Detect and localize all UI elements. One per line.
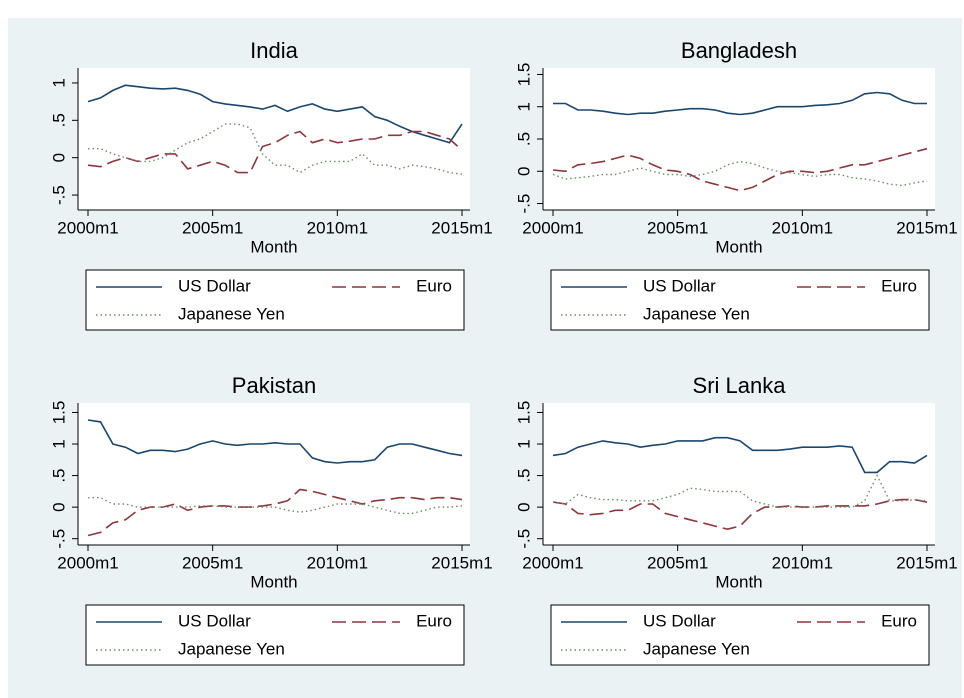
y-tick-label: 1.5: [514, 63, 533, 87]
y-tick-label: -.5: [49, 185, 68, 205]
x-tick-label: 2010m1: [307, 218, 368, 237]
x-tick-label: 2015m1: [896, 218, 957, 237]
y-tick-label: 0: [514, 167, 533, 176]
y-tick-label: -.5: [514, 529, 533, 549]
x-tick-label: 2005m1: [647, 218, 708, 237]
legend-label: Euro: [416, 276, 452, 295]
x-axis-title: Month: [250, 237, 297, 256]
y-tick-label: 0: [49, 502, 68, 511]
series-line: [552, 160, 928, 187]
plot-region: [78, 68, 470, 210]
x-tick-label: 2005m1: [182, 218, 243, 237]
x-axis-title: Month: [250, 572, 297, 591]
x-tick-label: 2010m1: [772, 218, 833, 237]
legend-label: Japanese Yen: [643, 304, 750, 323]
series-line: [88, 497, 463, 515]
legend-label: US Dollar: [643, 611, 716, 630]
legend-box: [550, 269, 930, 331]
x-tick-label: 2005m1: [182, 553, 243, 572]
x-tick-label: 2015m1: [896, 553, 957, 572]
y-tick-label: .5: [49, 468, 68, 482]
legend-label: US Dollar: [643, 276, 716, 295]
legend-label: Japanese Yen: [643, 639, 750, 658]
series-line: [87, 130, 463, 174]
x-tick-label: 2000m1: [522, 218, 583, 237]
legend-label: US Dollar: [178, 276, 251, 295]
x-axis-title: Month: [715, 572, 762, 591]
y-tick-label: 1: [49, 78, 68, 87]
y-tick-label: .5: [49, 113, 68, 127]
legend-label: US Dollar: [178, 611, 251, 630]
series-line: [88, 123, 463, 175]
x-tick-label: 2000m1: [57, 218, 118, 237]
x-tick-label: 2000m1: [57, 553, 118, 572]
legend-label: Euro: [881, 611, 917, 630]
panel-title: Sri Lanka: [693, 373, 787, 398]
y-tick-label: 1: [49, 439, 68, 448]
series-line: [87, 419, 463, 464]
plot-region: [78, 403, 470, 545]
x-tick-label: 2005m1: [647, 553, 708, 572]
legend-label: Japanese Yen: [178, 639, 285, 658]
y-tick-label: 1: [514, 439, 533, 448]
y-tick-label: 1.5: [514, 401, 533, 425]
x-axis-title: Month: [715, 237, 762, 256]
y-tick-label: 1.5: [49, 401, 68, 425]
y-tick-label: 0: [514, 502, 533, 511]
x-tick-label: 2010m1: [772, 553, 833, 572]
series-line: [552, 436, 928, 474]
x-tick-label: 2015m1: [431, 553, 492, 572]
x-tick-label: 2015m1: [431, 218, 492, 237]
y-tick-label: .5: [514, 132, 533, 146]
legend-box: [85, 604, 465, 666]
series-line: [87, 84, 463, 144]
series-line: [552, 498, 928, 531]
plot-region: [543, 68, 935, 210]
series-line: [552, 147, 928, 192]
legend-box: [550, 604, 930, 666]
y-tick-label: -.5: [514, 194, 533, 214]
x-tick-label: 2000m1: [522, 553, 583, 572]
y-tick-label: -.5: [49, 529, 68, 549]
plot-region: [543, 403, 935, 545]
legend-label: Euro: [881, 276, 917, 295]
y-tick-label: .5: [514, 468, 533, 482]
panel-title: Pakistan: [232, 373, 316, 398]
panel-title: Bangladesh: [681, 38, 797, 63]
panel-title: India: [250, 38, 298, 63]
legend-label: Euro: [416, 611, 452, 630]
series-line: [553, 91, 927, 116]
y-tick-label: 0: [49, 153, 68, 162]
legend-box: [85, 269, 465, 331]
y-tick-label: 1: [514, 102, 533, 111]
x-tick-label: 2010m1: [307, 553, 368, 572]
legend-label: Japanese Yen: [178, 304, 285, 323]
